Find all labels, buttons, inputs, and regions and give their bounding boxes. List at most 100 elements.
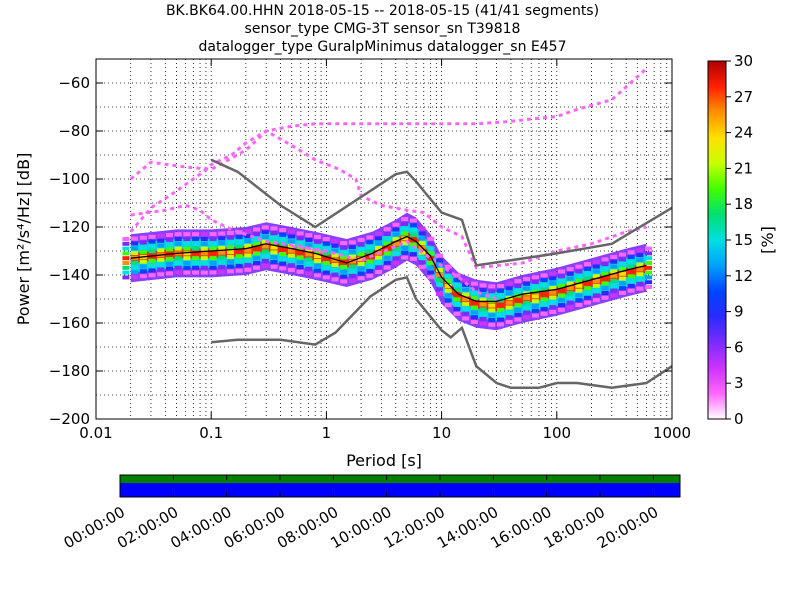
density-cell — [261, 254, 269, 259]
density-cell — [549, 300, 557, 305]
density-cell — [244, 267, 252, 272]
density-cell — [331, 277, 339, 282]
density-cell — [192, 261, 200, 265]
density-cell — [139, 250, 147, 255]
x-tick-label: 0.1 — [199, 424, 223, 442]
density-cell — [279, 256, 287, 261]
density-cell — [401, 226, 409, 231]
density-cell — [505, 291, 513, 296]
density-cell — [357, 237, 365, 242]
density-cell — [375, 246, 383, 251]
density-cell — [270, 226, 278, 231]
density-cell — [584, 295, 592, 300]
density-cell — [383, 227, 391, 232]
density-cell — [305, 257, 313, 262]
density-cell — [200, 232, 208, 237]
density-cell — [375, 236, 383, 241]
density-cell — [209, 265, 217, 270]
density-cell — [462, 297, 470, 302]
density-cell — [479, 283, 487, 288]
density-cell — [305, 233, 313, 238]
density-cell — [305, 242, 313, 247]
density-cell — [270, 250, 278, 255]
density-cell — [314, 263, 322, 268]
density-cell — [244, 258, 252, 263]
density-cell — [479, 307, 487, 312]
density-cell — [636, 262, 644, 267]
density-cell — [357, 257, 365, 262]
density-cell — [557, 283, 565, 288]
density-cell — [131, 270, 139, 275]
density-cell — [192, 270, 200, 275]
density-cell — [592, 298, 600, 303]
density-cell — [314, 249, 322, 254]
density-cell — [348, 245, 356, 250]
density-cell — [340, 255, 348, 260]
density-cell — [627, 250, 635, 255]
density-cell — [209, 236, 217, 241]
density-cell — [279, 237, 287, 242]
density-cell — [436, 258, 444, 263]
x-tick-label: 1 — [322, 424, 332, 442]
density-cell — [261, 263, 269, 268]
density-cell — [244, 239, 252, 244]
density-cell — [531, 275, 539, 280]
density-cell — [226, 240, 234, 245]
density-cell — [488, 313, 496, 318]
density-cell — [165, 247, 173, 252]
colorbar-label: [%] — [758, 226, 777, 254]
density-cell — [392, 241, 400, 246]
density-cell — [645, 275, 653, 280]
density-cell — [226, 235, 234, 240]
density-cell — [418, 265, 426, 270]
density-cell — [418, 236, 426, 241]
density-cell — [192, 251, 200, 256]
density-cell — [566, 295, 574, 300]
density-cell — [488, 308, 496, 313]
density-cell — [122, 237, 130, 241]
y-tick-label: −180 — [49, 362, 90, 380]
density-cell — [505, 319, 513, 324]
density-cell — [148, 249, 156, 254]
density-cell — [540, 273, 548, 278]
density-cell — [279, 247, 287, 252]
density-cell — [305, 237, 313, 242]
density-cell — [523, 315, 531, 320]
density-cell — [601, 276, 609, 281]
density-cell — [645, 261, 653, 265]
sparse-trace — [129, 67, 648, 233]
density-cell — [540, 278, 548, 283]
density-cell — [514, 288, 522, 293]
density-cell — [253, 236, 261, 241]
density-cell — [418, 255, 426, 260]
density-cell — [453, 278, 461, 283]
density-cell — [270, 235, 278, 240]
density-cell — [575, 288, 583, 293]
density-cell — [453, 307, 461, 312]
colorbar-tick-label: 6 — [734, 338, 744, 356]
density-cell — [331, 239, 339, 244]
density-cell — [314, 239, 322, 244]
density-cell — [200, 237, 208, 241]
density-cell — [496, 303, 504, 308]
density-cell — [157, 233, 165, 238]
density-cell — [618, 286, 626, 291]
density-cell — [174, 265, 182, 270]
density-cell — [218, 265, 226, 270]
density-cell — [375, 260, 383, 265]
density-cell — [496, 288, 504, 293]
density-cell — [618, 271, 626, 276]
density-cell — [557, 293, 565, 298]
density-cell — [444, 274, 452, 279]
density-cell — [462, 302, 470, 307]
density-cell — [131, 236, 139, 241]
density-cell — [427, 270, 435, 275]
density-cell — [462, 278, 470, 283]
density-cell — [331, 272, 339, 277]
density-cell — [383, 236, 391, 241]
density-cell — [409, 218, 417, 223]
density-cell — [505, 315, 513, 320]
density-cell — [627, 279, 635, 284]
density-cell — [209, 232, 217, 237]
density-cell — [592, 283, 600, 288]
